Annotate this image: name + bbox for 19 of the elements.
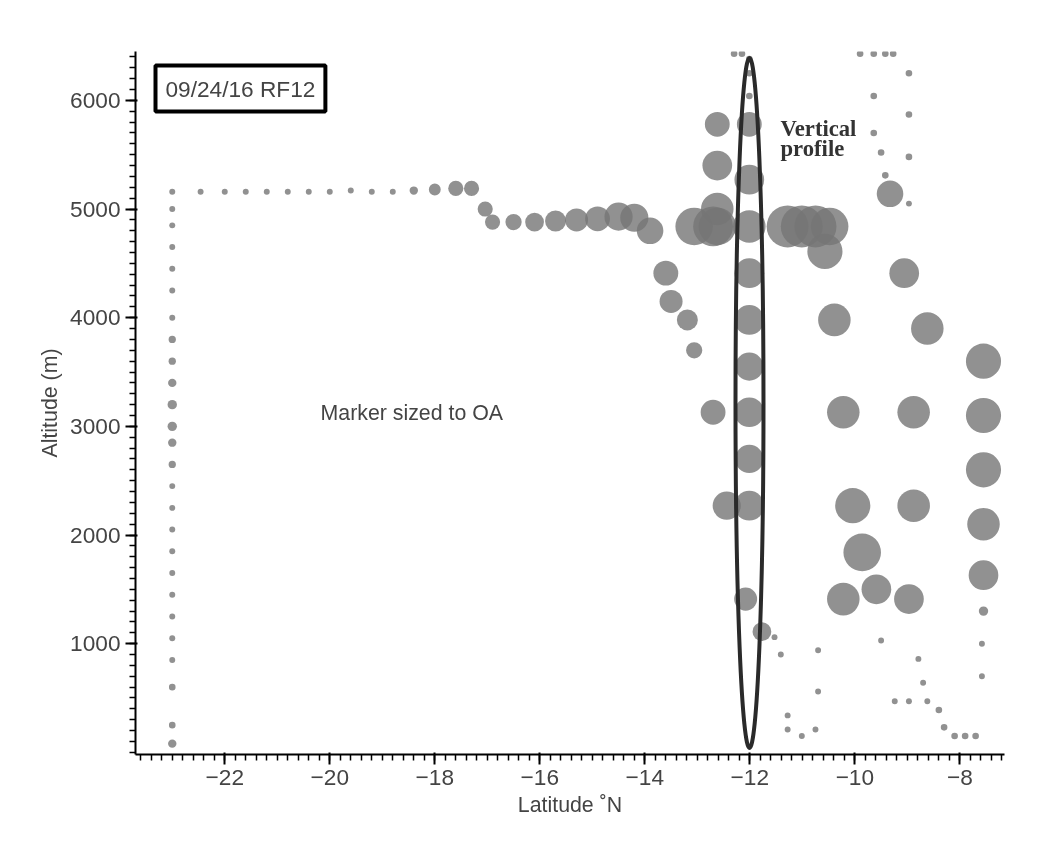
y-tick-label: 4000 xyxy=(70,304,121,331)
x-tick-label: −14 xyxy=(625,763,665,790)
y-axis-title: Altitude (m) xyxy=(38,348,63,458)
annotation: Vertical profile xyxy=(780,115,857,161)
y-tick-label: 5000 xyxy=(70,195,121,222)
x-tick-label: −8 xyxy=(946,763,973,790)
annotation: Marker sized to OA xyxy=(320,400,504,425)
y-tick-label: 3000 xyxy=(70,412,121,439)
x-tick-label: −22 xyxy=(205,763,244,790)
x-axis-title: Latitude ˚N xyxy=(517,792,623,817)
x-tick-label: −20 xyxy=(310,763,349,790)
x-tick-label: −12 xyxy=(730,763,770,790)
x-tick-label: −16 xyxy=(520,763,560,790)
x-tick-label: −10 xyxy=(835,763,875,790)
y-tick-label: 1000 xyxy=(70,630,121,657)
y-tick-label: 2000 xyxy=(70,521,121,548)
text: 09/24/16 RF12 xyxy=(165,75,316,102)
x-tick-label: −18 xyxy=(415,763,455,790)
y-tick-label: 6000 xyxy=(70,86,121,113)
